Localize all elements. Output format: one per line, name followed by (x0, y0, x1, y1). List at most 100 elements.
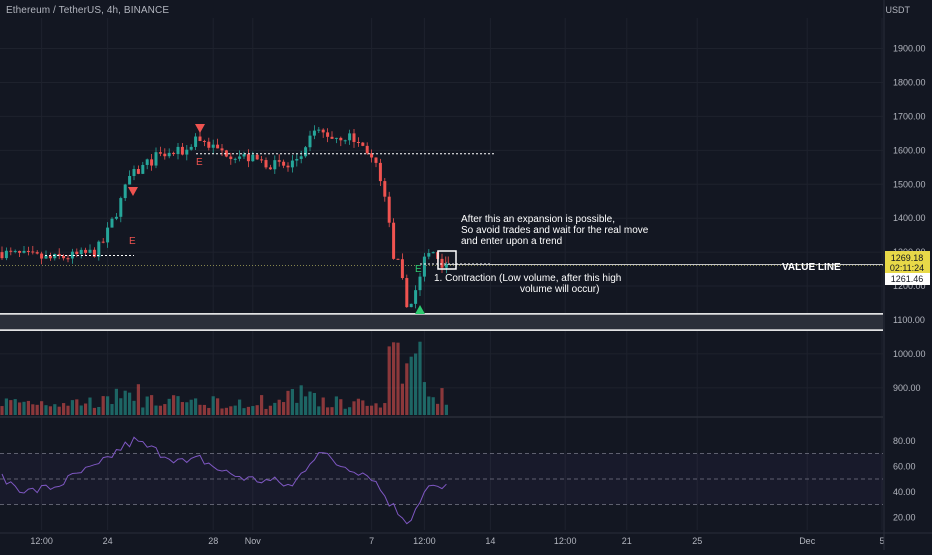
time-axis-label: 28 (208, 536, 218, 546)
candle-body (106, 227, 110, 243)
candle-body (163, 153, 167, 157)
candle-body (92, 249, 96, 257)
volume-bar (405, 363, 409, 415)
volume-bar (141, 407, 145, 415)
candle-body (348, 133, 352, 141)
candle-body (260, 159, 264, 161)
volume-bar (132, 400, 136, 415)
candle-body (431, 252, 435, 254)
volume-bar (392, 342, 396, 415)
time-axis-label: 21 (622, 536, 632, 546)
volume-bar (207, 407, 211, 415)
volume-bar (114, 388, 118, 415)
candle-body (211, 144, 215, 148)
candle-body (119, 198, 123, 217)
time-axis-label: 25 (692, 536, 702, 546)
price-axis-label: 1000.00 (893, 349, 926, 359)
candle-body (189, 146, 193, 150)
price-axis-label: 1900.00 (893, 44, 926, 54)
time-axis-label: 12:00 (30, 536, 53, 546)
volume-bar (422, 382, 426, 415)
volume-bar (128, 392, 132, 415)
volume-bar (66, 405, 70, 415)
candle-body (414, 290, 418, 304)
volume-bar (370, 405, 374, 415)
volume-bar (198, 404, 202, 415)
entry-marker-label: E (415, 264, 422, 275)
candle-body (422, 256, 426, 277)
rsi-axis-label: 80.00 (893, 436, 916, 446)
volume-bar (202, 404, 206, 415)
candle-body (334, 137, 338, 139)
volume-bar (31, 404, 35, 415)
annotation-expansion-line: and enter upon a trend (461, 236, 562, 247)
volume-bar (101, 396, 105, 415)
volume-bar (330, 407, 334, 415)
volume-bar (378, 407, 382, 415)
volume-bar (326, 407, 330, 415)
volume-bar (88, 397, 92, 415)
volume-bar (251, 406, 255, 415)
volume-bar (53, 404, 57, 415)
candle-body (268, 167, 272, 170)
last-level-tag (885, 273, 930, 285)
volume-bar (242, 408, 246, 415)
candle-body (330, 136, 334, 139)
volume-bar (299, 385, 303, 415)
countdown-label: 02:11:24 (890, 263, 924, 273)
volume-bar (339, 399, 343, 415)
candle-body (405, 278, 409, 308)
volume-bar (119, 398, 123, 415)
volume-bar (211, 396, 215, 415)
candle-body (444, 264, 448, 268)
candle-body (295, 158, 299, 161)
candle-body (4, 250, 8, 259)
price-axis-label: 1100.00 (893, 315, 925, 325)
time-axis-label: 14 (485, 536, 495, 546)
candle-body (136, 168, 140, 174)
volume-bar (4, 398, 8, 415)
price-axis-label: 1600.00 (893, 145, 926, 155)
candle-body (172, 152, 176, 155)
candle-body (110, 218, 114, 228)
candle-body (290, 160, 294, 168)
volume-bar (13, 399, 17, 415)
volume-bar (365, 405, 369, 415)
candle-body (356, 141, 360, 143)
volume-bar (154, 405, 158, 415)
volume-bar (427, 396, 431, 415)
annotation-expansion-line: After this an expansion is possible, (461, 214, 615, 225)
volume-bar (286, 390, 290, 415)
price-axis-label: 900.00 (893, 383, 921, 393)
volume-bar (62, 403, 66, 415)
volume-bar (444, 404, 448, 415)
candle-body (339, 137, 343, 141)
candle-body (374, 157, 378, 163)
highlight-box-label: II (444, 255, 449, 265)
candle-body (246, 154, 250, 162)
volume-bar (35, 404, 39, 415)
volume-bar (163, 404, 167, 415)
candle-body (22, 250, 26, 253)
price-axis-label: 1500.00 (893, 179, 926, 189)
candle-body (312, 130, 316, 136)
candle-body (158, 152, 162, 154)
candle-body (418, 276, 422, 291)
volume-bar (356, 398, 360, 415)
volume-bar (317, 406, 321, 415)
candle-body (370, 153, 374, 158)
candle-body (154, 152, 158, 166)
candle-body (308, 135, 312, 148)
candle-body (400, 259, 404, 279)
time-axis-label: 12:00 (554, 536, 577, 546)
volume-bar (189, 399, 193, 415)
highlight-box (437, 250, 457, 270)
candle-body (53, 253, 57, 259)
candle-body (277, 160, 281, 162)
candle-body (304, 147, 308, 157)
candle-body (242, 154, 246, 157)
candle-body (123, 184, 127, 199)
volume-bar (57, 406, 61, 415)
candle-body (57, 253, 61, 256)
